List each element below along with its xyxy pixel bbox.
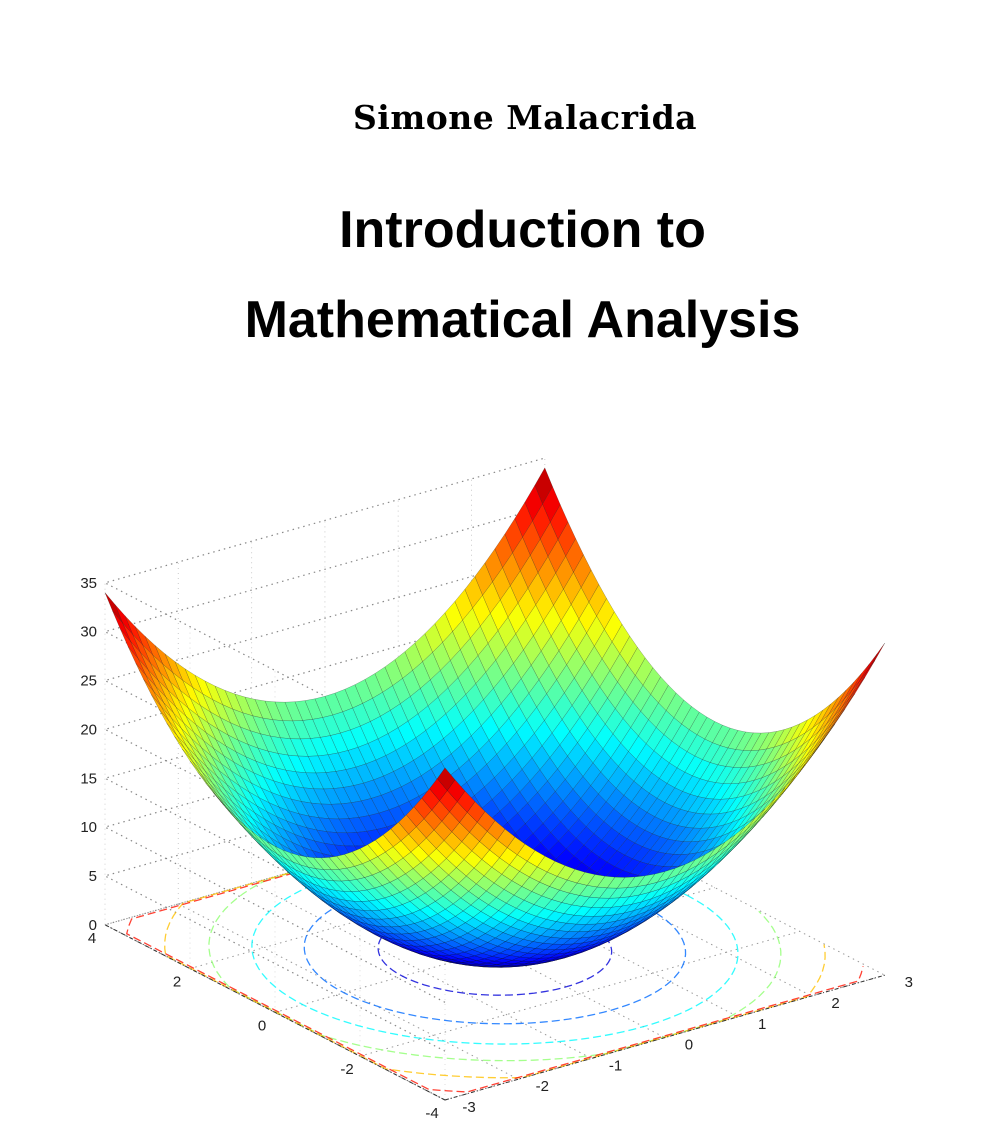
- y-tick-label: -2: [340, 1061, 353, 1078]
- tick-labels: 0 5 10 15 20 25 30 35 -4 -2 0 2 4 -3 -2 -1 0 1 2 3: [80, 575, 913, 1122]
- y-tick-label: 4: [88, 930, 96, 947]
- y-tick-label: -4: [425, 1105, 438, 1122]
- surface-mesh: [104, 467, 885, 968]
- x-tick-label: 3: [905, 974, 913, 991]
- surface-patch: [856, 660, 875, 689]
- author-name: Simone Malacrida: [352, 98, 698, 137]
- surface-patch: [104, 592, 123, 624]
- grid-line: [359, 930, 800, 1057]
- x-tick-label: -2: [536, 1078, 549, 1095]
- contour-line: [125, 807, 864, 1093]
- x-tick-label: -3: [462, 1099, 475, 1116]
- y-tick-label: 2: [173, 974, 181, 991]
- z-tick-label: 30: [80, 624, 97, 641]
- surface-patch: [437, 767, 456, 791]
- surface-patch: [851, 663, 870, 691]
- x-tick-label: 2: [831, 995, 839, 1012]
- z-tick-label: 10: [80, 819, 97, 836]
- plot-axes: [104, 924, 885, 1101]
- z-tick-label: 15: [80, 770, 97, 787]
- z-tick-label: 20: [80, 721, 97, 738]
- z-tick-label: 5: [89, 868, 97, 885]
- z-tick-label: 25: [80, 673, 97, 690]
- y-axis-line: [104, 924, 446, 1101]
- grid-line: [103, 750, 545, 1052]
- x-tick-label: -1: [609, 1057, 622, 1074]
- title-line-2: Mathematical Analysis: [244, 291, 801, 349]
- z-tick-label: 0: [89, 917, 97, 934]
- x-axis-line: [444, 974, 885, 1101]
- grid-line: [103, 701, 545, 1003]
- y-tick-label: 0: [258, 1017, 266, 1034]
- z-tick-label: 35: [80, 575, 97, 592]
- surface-patch: [866, 642, 885, 672]
- x-tick-label: 0: [685, 1037, 693, 1054]
- x-tick-label: 1: [758, 1016, 766, 1033]
- title-line-1: Introduction to: [339, 201, 706, 259]
- surface-patch: [859, 653, 878, 682]
